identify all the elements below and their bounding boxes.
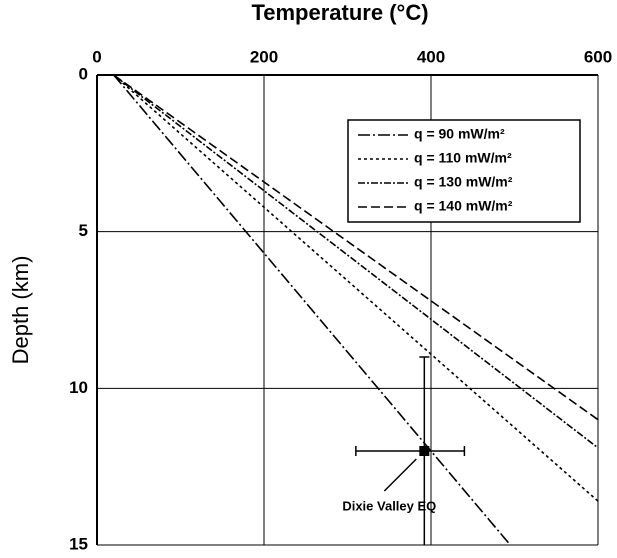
x-tick-label: 600 [584,47,612,66]
legend-label: q = 110 mW/m² [414,150,512,166]
y-tick-label: 15 [69,534,88,553]
series-line [113,74,511,546]
x-tick-label: 0 [92,47,101,66]
legend-label: q = 130 mW/m² [414,174,513,190]
legend-box [347,119,581,223]
y-tick-label: 5 [79,221,88,240]
x-tick-label: 400 [417,47,445,66]
series-line [113,74,599,449]
legend-label: q = 140 mW/m² [414,198,513,214]
y-tick-label: 10 [69,378,88,397]
y-axis-title: Depth (km) [8,256,33,365]
annotation: Dixie Valley EQ [342,498,436,513]
x-axis-title: Temperature (°C) [251,0,428,25]
data-point [419,446,430,456]
series-line [113,74,599,421]
y-tick-label: 0 [79,64,88,83]
leader-line [383,458,417,492]
x-tick-label: 200 [250,47,278,66]
legend-label: q = 90 mW/m² [414,126,505,142]
